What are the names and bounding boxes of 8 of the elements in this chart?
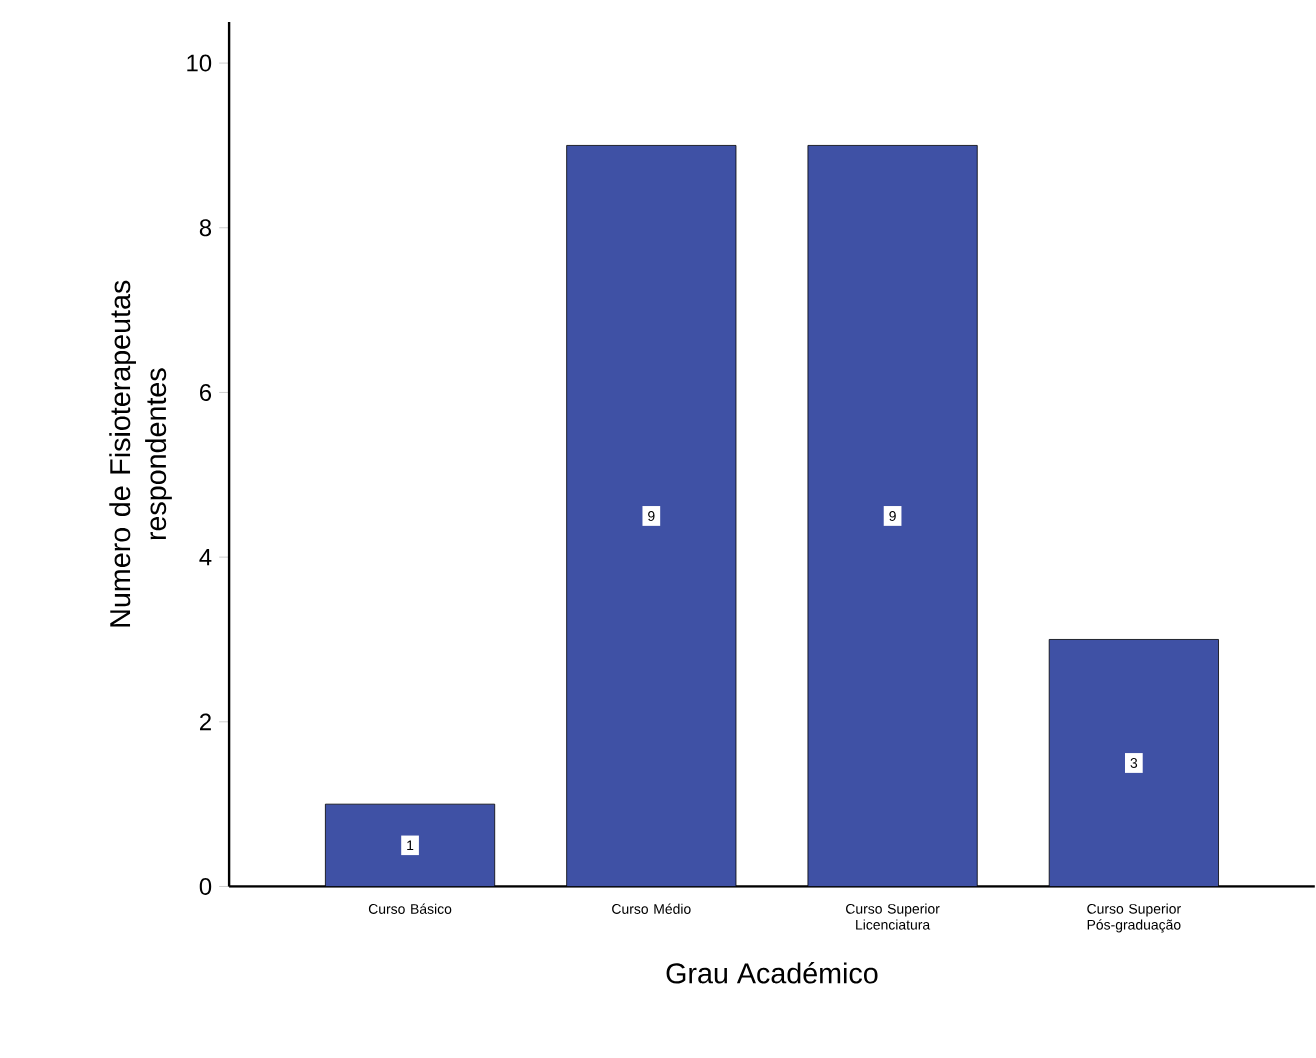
x-axis-title: Grau Académico [666, 962, 878, 984]
y-tick-label: 8 [199, 219, 212, 237]
y-tick-label: 2 [200, 713, 211, 731]
y-tick-label: 6 [200, 384, 212, 401]
y-tick-label: 10 [187, 54, 212, 72]
y-tick-label: 4 [199, 549, 212, 566]
y-tick-label: 0 [199, 878, 212, 896]
y-axis-title: Numero de Fisioterapeutas respondentes [109, 280, 172, 627]
